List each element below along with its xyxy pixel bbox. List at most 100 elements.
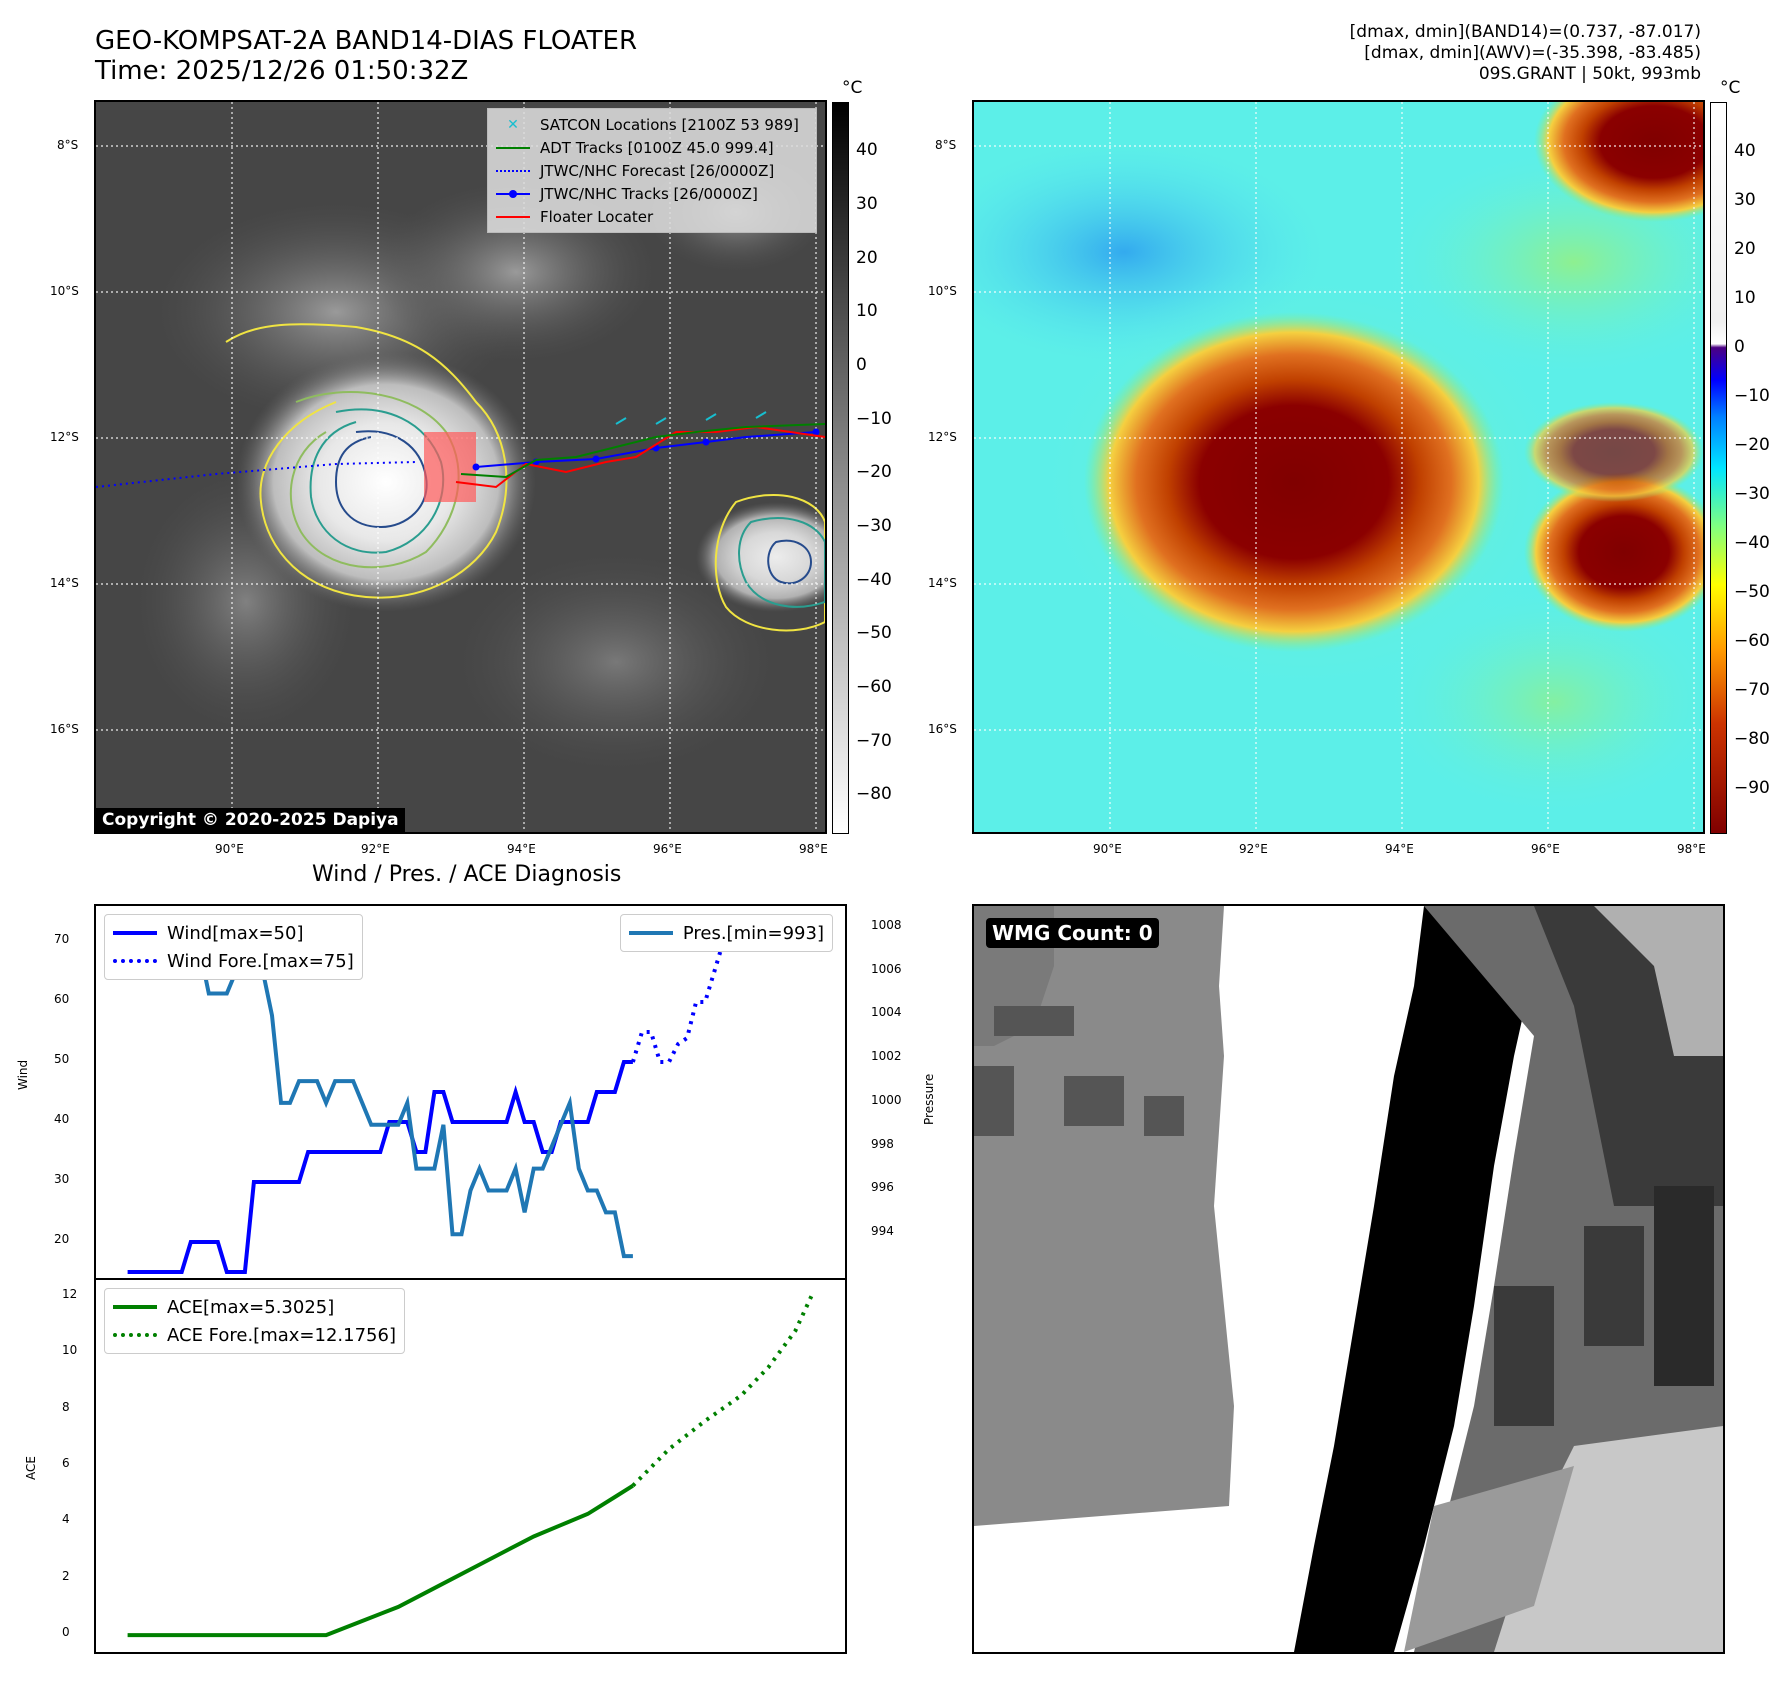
series-line <box>127 925 633 1259</box>
axis-tick-label: 20 <box>54 1232 70 1246</box>
axis-tick-label: 1000 <box>871 1092 902 1107</box>
dotted-line-icon <box>113 955 157 967</box>
lon-tick: 94°E <box>507 842 536 856</box>
axis-tick-label: −80 <box>856 784 892 805</box>
line-marker-icon <box>113 927 157 939</box>
lon-tick: 94°E <box>1385 842 1414 856</box>
legend-item-ace-forecast: ACE Fore.[max=12.1756] <box>113 1321 396 1349</box>
axis-tick-label: −70 <box>1734 679 1770 700</box>
axis-tick-label: 10 <box>1734 287 1756 308</box>
series-line <box>127 1484 634 1638</box>
legend-item-pressure: Pres.[min=993] <box>628 919 824 947</box>
line-marker-icon <box>496 211 530 223</box>
axis-tick-label: 40 <box>856 140 878 161</box>
legend-label: Wind[max=50] <box>167 922 304 944</box>
ace-chart: ACE[max=5.3025] ACE Fore.[max=12.1756] <box>94 1278 847 1654</box>
axis-tick-label: −10 <box>1734 385 1770 406</box>
axis-tick-label: 60 <box>54 992 70 1006</box>
axis-tick-label: −40 <box>856 569 892 590</box>
lat-tick: 12°S <box>928 430 957 444</box>
axis-tick-label: −60 <box>856 677 892 698</box>
axis-tick-label: 1002 <box>871 1049 902 1064</box>
axis-tick-label: 4 <box>62 1512 70 1527</box>
colorbar-grayscale <box>832 102 849 834</box>
ir-color-map <box>972 100 1705 834</box>
series-line <box>631 1290 816 1488</box>
axis-tick-label: −20 <box>1734 434 1770 455</box>
figure-title: GEO-KOMPSAT-2A BAND14-DIAS FLOATER <box>95 26 638 56</box>
lat-tick: 12°S <box>50 430 79 444</box>
wmg-panel: WMG Count: 0 <box>972 904 1725 1654</box>
legend-label: Wind Fore.[max=75] <box>167 950 354 972</box>
axis-tick-label: 10 <box>62 1343 78 1358</box>
ir-grayscale-map: ✕ SATCON Locations [2100Z 53 989] ADT Tr… <box>94 100 827 834</box>
lon-tick: 92°E <box>1239 842 1268 856</box>
legend-label: Pres.[min=993] <box>682 922 824 944</box>
lon-tick: 98°E <box>799 842 828 856</box>
axis-tick-label: −40 <box>1734 532 1770 553</box>
axis-tick-label: 40 <box>54 1112 70 1126</box>
map-legend: ✕ SATCON Locations [2100Z 53 989] ADT Tr… <box>487 108 817 233</box>
wind-axis-label: Wind <box>16 1059 30 1090</box>
line-marker-icon <box>628 927 673 939</box>
colorbar-color <box>1710 102 1727 834</box>
lat-tick: 14°S <box>928 576 957 590</box>
lon-tick: 90°E <box>215 842 244 856</box>
legend-label: JTWC/NHC Tracks [26/0000Z] <box>540 184 758 203</box>
lat-tick: 14°S <box>50 576 79 590</box>
info-awv: [dmax, dmin](AWV)=(-35.398, -83.485) <box>1364 43 1701 63</box>
line-dot-marker-icon <box>496 188 530 200</box>
axis-tick-label: 12 <box>62 1286 78 1301</box>
legend-item-jtwc-forecast: JTWC/NHC Forecast [26/0000Z] <box>496 159 808 182</box>
pressure-axis-label: Pressure <box>922 1073 936 1125</box>
axis-tick-label: 50 <box>54 1052 70 1066</box>
legend-label: JTWC/NHC Forecast [26/0000Z] <box>540 161 775 180</box>
ace-axis-label: ACE <box>24 1456 38 1480</box>
lat-tick: 16°S <box>928 722 957 736</box>
lat-tick: 10°S <box>928 284 957 298</box>
axis-tick-label: −80 <box>1734 728 1770 749</box>
axis-tick-label: 20 <box>856 247 878 268</box>
axis-tick-label: 2 <box>62 1568 70 1583</box>
lon-tick: 98°E <box>1677 842 1706 856</box>
axis-tick-label: 0 <box>1734 336 1745 357</box>
axis-tick-label: −90 <box>1734 777 1770 798</box>
wind-legend: Wind[max=50] Wind Fore.[max=75] <box>104 914 363 980</box>
axis-tick-label: 30 <box>856 193 878 214</box>
axis-tick-label: 996 <box>871 1180 894 1195</box>
info-storm: 09S.GRANT | 50kt, 993mb <box>1478 64 1701 84</box>
legend-item-jtwc-tracks: JTWC/NHC Tracks [26/0000Z] <box>496 182 808 205</box>
ir-color-image <box>974 102 1703 832</box>
axis-tick-label: 1004 <box>871 1005 902 1020</box>
line-marker-icon <box>113 1301 157 1313</box>
legend-label: ACE[max=5.3025] <box>167 1296 335 1318</box>
axis-tick-label: −60 <box>1734 630 1770 651</box>
legend-item-wind: Wind[max=50] <box>113 919 354 947</box>
lat-tick: 10°S <box>50 284 79 298</box>
x-marker-icon: ✕ <box>507 116 519 133</box>
axis-tick-label: 1006 <box>871 961 902 976</box>
lon-tick: 96°E <box>653 842 682 856</box>
wmg-image <box>974 906 1723 1652</box>
axis-tick-label: 6 <box>62 1456 70 1470</box>
series-line <box>630 911 735 1064</box>
axis-tick-label: −50 <box>856 623 892 644</box>
colorbar-unit: °C <box>842 78 863 98</box>
ace-legend: ACE[max=5.3025] ACE Fore.[max=12.1756] <box>104 1288 405 1354</box>
legend-label: ACE Fore.[max=12.1756] <box>167 1324 396 1346</box>
axis-tick-label: 994 <box>871 1224 894 1239</box>
dotted-line-icon <box>496 165 530 177</box>
axis-tick-label: 0 <box>62 1625 70 1640</box>
line-marker-icon <box>496 142 530 154</box>
axis-tick-label: 40 <box>1734 140 1756 161</box>
ace-plot <box>127 1290 816 1638</box>
info-band14: [dmax, dmin](BAND14)=(0.737, -87.017) <box>1349 22 1701 42</box>
axis-tick-label: 30 <box>54 1172 70 1186</box>
axis-tick-label: 20 <box>1734 238 1756 259</box>
wmg-count-badge: WMG Count: 0 <box>986 918 1159 948</box>
lat-tick: 8°S <box>57 138 79 152</box>
axis-tick-label: −30 <box>856 516 892 537</box>
lon-tick: 92°E <box>361 842 390 856</box>
copyright-badge: Copyright © 2020-2025 Dapiya <box>96 808 405 832</box>
axis-tick-label: 1008 <box>871 917 902 932</box>
